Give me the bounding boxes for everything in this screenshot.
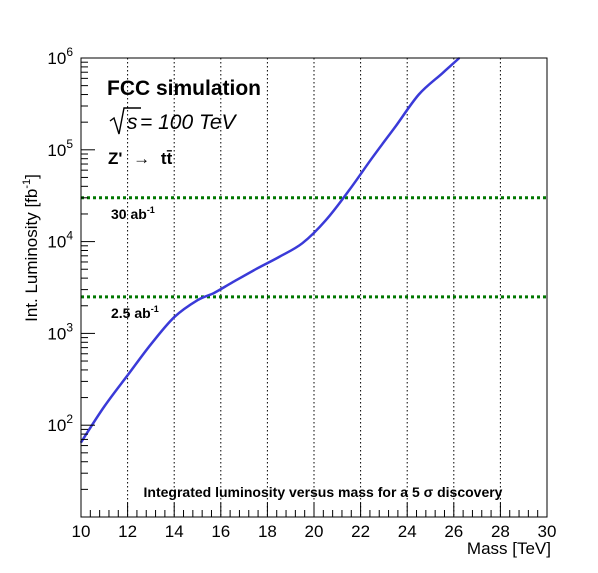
- energy-value: = 100 TeV: [140, 111, 238, 134]
- energy-sqrt-symbol: s: [127, 111, 138, 134]
- process-ttbar: tt̄: [161, 149, 173, 168]
- x-tick-label: 24: [398, 522, 417, 541]
- x-tick-label: 22: [351, 522, 370, 541]
- series-point: [301, 242, 304, 244]
- process-zprime: Z': [108, 149, 122, 168]
- x-tick-label: 26: [444, 522, 463, 541]
- series-point: [394, 125, 397, 128]
- refline-label-30: 30 ab-1: [111, 205, 155, 222]
- y-tick-exp: 5: [66, 137, 73, 151]
- y-tick-label: 102: [47, 412, 73, 435]
- series-point: [196, 299, 199, 302]
- x-axis-title: Mass [TeV]: [467, 539, 551, 558]
- x-axis-ticks: 10 12 14 16 18 20 22 24 26 28 30: [72, 503, 557, 541]
- series-point: [150, 343, 152, 346]
- y-tick-exp: 4: [66, 229, 73, 243]
- y-tick-exp: 2: [66, 412, 73, 426]
- series-line-discovery: [79, 57, 461, 444]
- series-points: [80, 57, 461, 444]
- process-arrow: →: [133, 149, 150, 168]
- refline-label-30-main: 30 ab: [111, 206, 147, 222]
- refline-label-2p5-main: 2.5 ab: [111, 305, 151, 321]
- y-tick-base: 10: [47, 49, 66, 68]
- y-tick-label: 105: [47, 137, 73, 160]
- y-axis-title-sup: -1: [21, 179, 33, 189]
- y-axis-title-main: Int. Luminosity [fb: [22, 189, 41, 322]
- series-point: [348, 189, 350, 192]
- refline-label-30-sup: -1: [147, 205, 155, 215]
- x-tick-label: 14: [165, 522, 184, 541]
- series-point: [103, 405, 106, 408]
- series-point: [126, 374, 129, 377]
- refline-label-2p5-sup: -1: [151, 304, 159, 314]
- series-point: [173, 316, 175, 319]
- energy-label: s = 100 TeV: [109, 107, 238, 135]
- y-axis-title-close: ]: [22, 174, 41, 179]
- x-tick-label: 10: [72, 522, 91, 541]
- series-point: [213, 292, 215, 294]
- y-tick-label: 103: [47, 320, 73, 343]
- y-axis-title: Int. Luminosity [fb-1]: [21, 174, 41, 322]
- sqrt-icon: [109, 107, 141, 135]
- experiment-label: FCC simulation: [107, 77, 261, 100]
- x-tick-label: 20: [305, 522, 324, 541]
- y-tick-exp: 6: [66, 45, 73, 59]
- refline-label-2p5: 2.5 ab-1: [111, 304, 159, 321]
- y-tick-base: 10: [47, 233, 66, 252]
- x-tick-label: 12: [118, 522, 137, 541]
- x-tick-label: 28: [491, 522, 510, 541]
- series-point: [418, 93, 420, 96]
- vertical-grid: [127, 58, 501, 517]
- y-tick-base: 10: [47, 141, 66, 160]
- y-tick-label: 106: [47, 45, 73, 68]
- x-tick-label: 16: [211, 522, 230, 541]
- series-point: [231, 281, 234, 284]
- series-point: [278, 256, 280, 258]
- series-point: [255, 268, 257, 271]
- series-point: [371, 156, 374, 159]
- y-tick-base: 10: [47, 324, 66, 343]
- y-tick-label: 104: [47, 229, 73, 252]
- y-tick-base: 10: [47, 416, 66, 435]
- process-label: Z' → tt̄: [108, 149, 173, 168]
- caption: Integrated luminosity versus mass for a …: [144, 484, 503, 500]
- x-tick-label: 18: [258, 522, 277, 541]
- series-point: [324, 219, 327, 222]
- x-tick-label: 30: [538, 522, 557, 541]
- series-point: [441, 72, 444, 75]
- y-tick-exp: 3: [66, 320, 73, 334]
